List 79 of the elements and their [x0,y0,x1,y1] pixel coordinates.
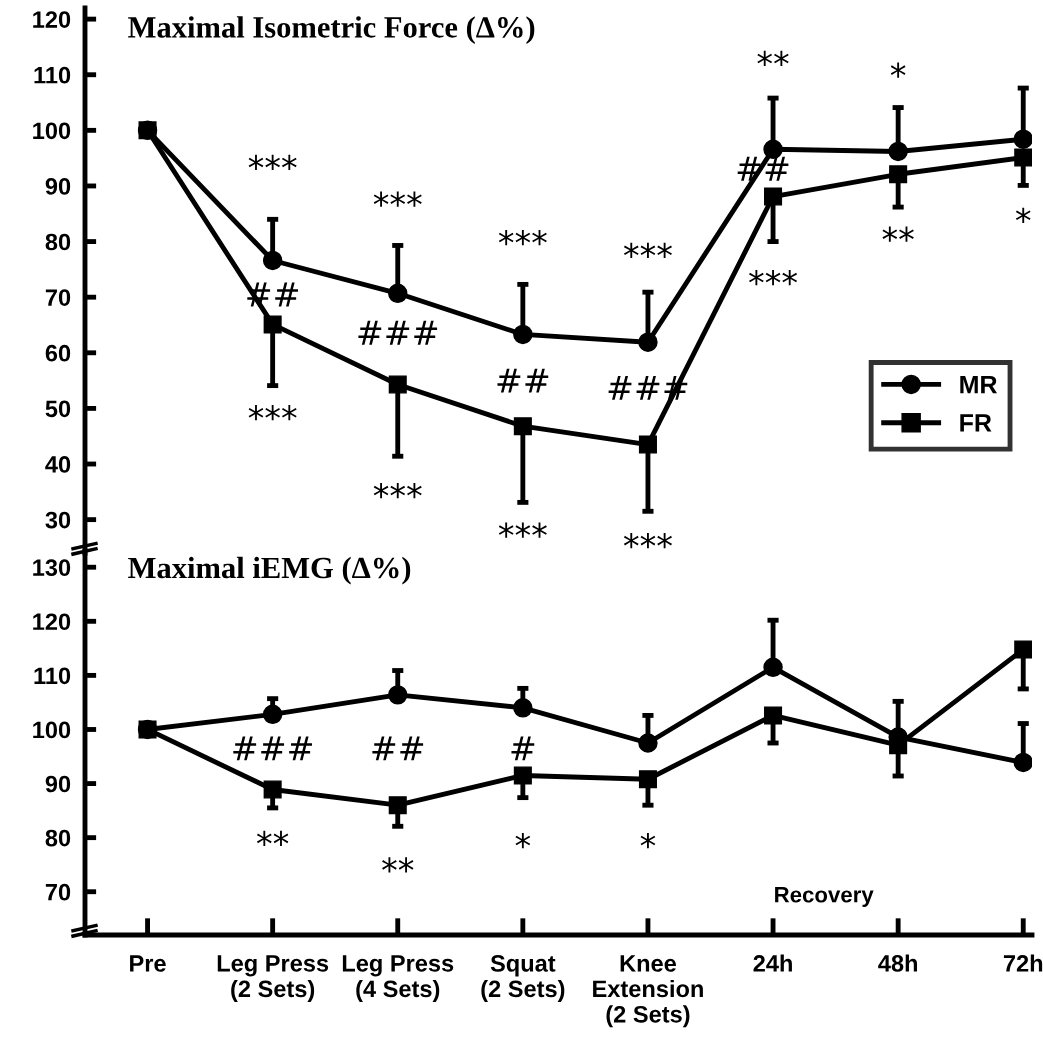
point [138,121,157,140]
x-tick-label: 24h [753,954,792,972]
point [388,796,407,815]
x-tick-label: Pre [130,955,166,972]
annotation: *** [749,269,798,286]
annotation: ** [757,50,789,67]
point [513,417,532,436]
y-tick-label: 70 [45,289,71,306]
point [1013,129,1032,149]
y-tick-label: 120 [33,11,71,28]
legend-label: MR [960,375,998,394]
annotation: *** [623,242,672,258]
x-tick-label: Leg Press (2 Sets) [217,955,329,1002]
point [513,698,533,718]
annotation: * [640,832,656,849]
y-tick-label: 50 [45,400,71,418]
annotation: * [1015,207,1031,223]
point [764,187,783,206]
point [1014,148,1032,167]
annotation: # [511,736,535,761]
point [1014,640,1032,659]
point [638,435,657,454]
point [513,324,533,345]
y-tick-label: 130 [33,559,71,577]
x-tick-label: 48h [878,954,918,972]
chart-title: Maximal iEMG (Δ%) [128,556,411,585]
x-tick-label: Knee Extension (2 Sets) [593,955,703,1028]
point [263,780,282,799]
point [638,770,657,789]
point [638,332,658,352]
annotation: ## [372,736,424,761]
annotation: *** [498,229,547,246]
x-tick-label: 72h [1003,954,1043,972]
annotation: *** [623,533,672,549]
annotation: ** [382,857,414,873]
point [638,733,658,753]
y-tick-label: 30 [45,511,71,529]
point [888,141,908,162]
point [388,375,407,394]
annotation: Recovery [775,887,874,907]
y-tick-label: 100 [33,721,71,739]
y-tick-label: 80 [45,829,71,847]
point [513,766,532,785]
legend-label: FR [960,414,992,432]
point [388,685,408,705]
point [262,250,283,271]
annotation: *** [373,191,422,207]
annotation: * [890,62,906,78]
annotation: *** [248,405,297,421]
annotation: * [515,832,531,849]
y-tick-label: 100 [33,122,71,140]
chart-title: Maximal Isometric Force (Δ%) [128,16,535,44]
y-tick-label: 120 [33,613,71,631]
annotation: ### [358,320,438,345]
point [764,706,783,725]
y-tick-label: 110 [34,667,71,685]
x-tick-label: Squat (2 Sets) [481,955,565,1002]
point [263,315,282,334]
x-tick-label: Leg Press (4 Sets) [342,955,454,1002]
y-tick-label: 90 [45,775,71,793]
annotation: ** [882,226,914,242]
point [388,283,408,304]
point [262,704,283,725]
y-tick-label: 70 [45,883,71,901]
point [138,720,157,739]
annotation: ### [233,736,312,761]
annotation: *** [373,482,422,499]
annotation: ** [256,830,289,846]
y-tick-label: 90 [45,178,71,195]
y-tick-label: 40 [45,456,71,473]
annotation: *** [498,522,547,538]
y-tick-label: 60 [45,344,71,362]
annotation: *** [248,154,297,171]
point [763,657,783,678]
point [1013,752,1032,773]
annotation: ## [497,368,549,393]
y-tick-label: 110 [34,66,71,84]
point [889,165,908,184]
y-tick-label: 80 [45,233,71,251]
